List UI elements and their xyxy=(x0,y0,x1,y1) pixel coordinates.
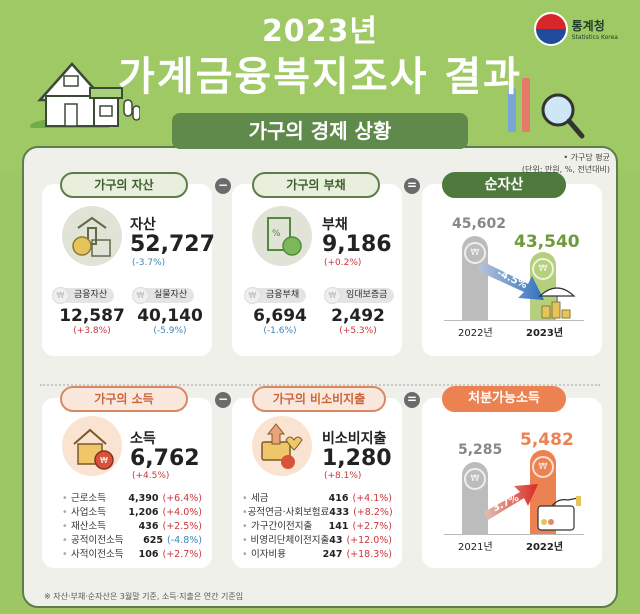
won-coin-icon: ₩ xyxy=(324,287,341,304)
income-value: 6,762 xyxy=(130,446,200,471)
net-assets-2022-bar: ₩ xyxy=(462,236,488,320)
footnote: ※ 자산·부채·순자산은 3월말 기준, 소득·지출은 연간 기준임 xyxy=(44,592,244,601)
blue-arrow-decoration-icon xyxy=(508,88,516,132)
list-item: • 비영리단체이전지출 43 (+12.0%) xyxy=(242,535,392,546)
won-coin-icon: ₩ xyxy=(244,287,261,304)
won-coin-icon: ₩ xyxy=(52,287,69,304)
disposable-2021-bar: ₩ xyxy=(462,462,488,534)
disposable-2021-year: 2021년 xyxy=(458,542,493,553)
assets-change: (-3.7%) xyxy=(132,258,166,268)
debt-pill: 가구의 부채 xyxy=(252,172,380,198)
rent-deposit-tag: ₩ 임대보증금 xyxy=(324,287,395,304)
equals-operator-icon: = xyxy=(404,392,420,408)
list-item: • 사적이전소득 106 (+2.7%) xyxy=(62,549,202,560)
won-coin-icon: ₩ xyxy=(464,468,486,490)
net-assets-baseline xyxy=(444,320,584,321)
svg-text:%: % xyxy=(272,229,281,239)
debt-change: (+0.2%) xyxy=(324,258,362,268)
assets-card xyxy=(42,184,212,356)
disposable-baseline xyxy=(444,534,584,535)
real-assets-value: 40,140 xyxy=(137,306,203,326)
list-item: • 재산소득 436 (+2.5%) xyxy=(62,521,202,532)
real-assets-change: (-5.9%) xyxy=(153,326,187,336)
list-item: • 공적이전소득 625 (-4.8%) xyxy=(62,535,202,546)
won-coin-icon: ₩ xyxy=(532,258,554,280)
umbrella-coins-icon xyxy=(538,287,576,319)
net-assets-2023-year: 2023년 xyxy=(526,328,564,339)
increase-arrow-icon xyxy=(484,484,538,520)
debt-card xyxy=(232,184,402,356)
taegeuk-logo-icon xyxy=(533,12,568,46)
income-change: (+4.5%) xyxy=(132,471,170,481)
financial-assets-tag: ₩ 금융자산 xyxy=(52,287,115,304)
assets-label: 자산 xyxy=(130,217,156,233)
logo-text-english: Statistics Korea xyxy=(571,34,618,41)
debt-label: 부채 xyxy=(322,217,348,233)
hand-card-icon xyxy=(537,496,581,531)
section-banner: 가구의 경제 상황 xyxy=(172,113,468,149)
list-item: • 공적연금·사회보험료 433 (+8.2%) xyxy=(242,507,393,518)
assets-value: 52,727 xyxy=(130,232,215,257)
minus-operator-icon: − xyxy=(215,178,231,194)
nonconsumption-change: (+8.1%) xyxy=(324,471,362,481)
income-breakdown-list: • 근로소득 4,390 (+6.4%) • 사업소득 1,206 (+4.0%) • 재산소… xyxy=(62,492,202,562)
won-coin-icon: ₩ xyxy=(132,287,149,304)
disposable-income-pill: 처분가능소득 xyxy=(442,386,566,412)
real-assets-tag: ₩ 실물자산 xyxy=(132,287,195,304)
rent-deposit-change: (+5.3%) xyxy=(339,326,377,336)
unit-note: • 가구당 평균 (단위: 만원, %, 전년대비) xyxy=(522,152,610,176)
nonconsumption-value: 1,280 xyxy=(322,446,392,471)
list-item: • 가구간이전지출 141 (+2.7%) xyxy=(242,521,392,532)
disposable-income-card xyxy=(422,398,602,568)
svg-text:₩: ₩ xyxy=(100,456,108,465)
nonconsumption-pill: 가구의 비소비지출 xyxy=(252,386,386,412)
financial-assets-value: 12,587 xyxy=(59,306,125,326)
disposable-2021-value: 5,285 xyxy=(458,442,503,458)
equals-operator-icon: = xyxy=(404,178,420,194)
list-item: • 사업소득 1,206 (+4.0%) xyxy=(62,507,202,518)
nonconsumption-label: 비소비지출 xyxy=(322,431,387,447)
statistics-korea-logo: 통계청 Statistics Korea xyxy=(533,12,618,46)
financial-debt-value: 6,694 xyxy=(253,306,307,326)
financial-debt-tag: ₩ 금융부채 xyxy=(244,287,307,304)
net-assets-pill: 순자산 xyxy=(442,172,566,198)
list-item: • 근로소득 4,390 (+6.4%) xyxy=(62,493,202,504)
disposable-2022-value: 5,482 xyxy=(520,430,574,450)
unit-note-line1: • 가구당 평균 xyxy=(563,153,610,162)
unit-note-line2: (단위: 만원, %, 전년대비) xyxy=(521,165,610,174)
list-item: • 이자비용 247 (+18.3%) xyxy=(242,549,392,560)
disposable-2022-year: 2022년 xyxy=(526,542,564,553)
income-pill: 가구의 소득 xyxy=(60,386,188,412)
net-assets-card xyxy=(422,184,602,356)
net-assets-2023-value: 43,540 xyxy=(514,232,580,252)
asset-house-coin-icon xyxy=(62,206,122,266)
list-item: • 세금 416 (+4.1%) xyxy=(242,493,392,504)
financial-debt-change: (-1.6%) xyxy=(263,326,297,336)
debt-document-moneybag-icon: % xyxy=(252,206,312,266)
financial-assets-change: (+3.8%) xyxy=(73,326,111,336)
net-assets-2022-year: 2022년 xyxy=(458,328,493,339)
assets-pill: 가구의 자산 xyxy=(60,172,188,198)
house-illustration-icon xyxy=(30,62,140,128)
page-title: 가계금융복지조사 결과 xyxy=(118,54,522,100)
rent-deposit-value: 2,492 xyxy=(331,306,385,326)
row-divider xyxy=(40,384,600,386)
nonconsumption-breakdown-list: • 세금 416 (+4.1%) • 공적연금·사회보험료 433 (+8.2%) • 가구간… xyxy=(242,492,393,562)
title-year: 2023년 xyxy=(261,14,379,49)
won-coin-icon: ₩ xyxy=(464,242,486,264)
net-assets-2022-value: 45,602 xyxy=(452,216,507,232)
income-label: 소득 xyxy=(130,431,156,447)
decrease-arrow-icon xyxy=(478,262,544,300)
red-arrow-decoration-icon xyxy=(522,78,530,132)
card-hearts-icon xyxy=(252,416,312,476)
minus-operator-icon: − xyxy=(215,392,231,408)
logo-text-korean: 통계청 xyxy=(571,19,605,33)
magnifier-icon xyxy=(541,93,585,139)
won-coin-icon: ₩ xyxy=(532,456,554,478)
income-house-coin-icon: ₩ xyxy=(62,416,122,476)
debt-value: 9,186 xyxy=(322,232,392,257)
